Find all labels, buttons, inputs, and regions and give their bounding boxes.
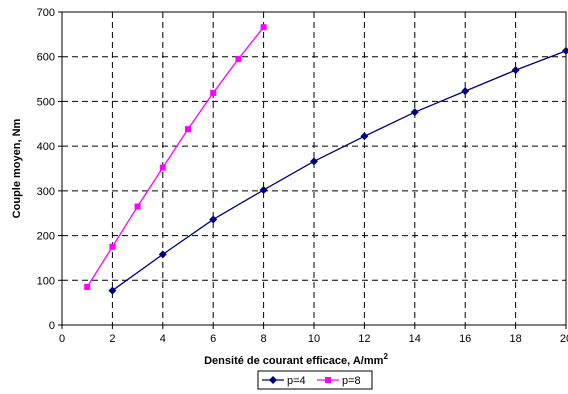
legend-marker: [325, 377, 331, 383]
plot-area: [61, 11, 567, 326]
data-point: [259, 185, 268, 194]
x-tick-label: 12: [358, 333, 370, 345]
data-point: [185, 126, 191, 133]
x-tick-label: 8: [261, 333, 267, 345]
data-point: [410, 108, 419, 117]
x-tick-label: 6: [210, 333, 216, 345]
legend-marker: [269, 376, 277, 384]
data-point: [461, 87, 470, 96]
series-line: [86, 26, 265, 288]
y-tick-label: 200: [37, 231, 55, 243]
y-tick-label: 600: [37, 52, 55, 64]
legend: p=4 p=8: [257, 370, 373, 390]
y-tick-label: 0: [49, 320, 55, 332]
x-tick-label: 16: [459, 333, 471, 345]
data-point: [84, 283, 91, 290]
data-point: [158, 250, 167, 259]
data-point: [209, 215, 218, 224]
x-tick-label: 10: [308, 333, 320, 345]
x-tick-label: 18: [509, 333, 521, 345]
legend-item: p=4: [262, 375, 306, 387]
data-point: [235, 55, 242, 62]
data-point: [109, 243, 116, 250]
grid-lines: [62, 12, 566, 325]
y-axis-title: Couple moyen, Nm: [11, 118, 23, 218]
data-point: [210, 89, 217, 96]
series-line: [112, 50, 567, 292]
legend-label: p=8: [342, 375, 361, 387]
x-axis-title-superscript: 2: [383, 352, 388, 361]
x-tick-label: 4: [160, 333, 166, 345]
x-axis-title: Densité de courant efficace, A/mm2: [204, 352, 388, 367]
data-point: [511, 66, 520, 75]
series-layer: [84, 24, 568, 295]
series-p=4: [108, 46, 568, 295]
y-axis: 0 100 200 300 400 500 600 700: [37, 7, 62, 332]
x-tick-label: 20: [560, 333, 568, 345]
data-point: [360, 132, 369, 141]
x-tick-label: 14: [409, 333, 421, 345]
y-tick-label: 700: [37, 7, 55, 19]
data-point: [562, 46, 568, 55]
data-point: [108, 286, 117, 295]
y-tick-label: 100: [37, 275, 55, 287]
x-axis: 0 2 4 6 8 10 12 14 16 18 20: [59, 325, 568, 345]
x-tick-label: 2: [109, 333, 115, 345]
data-point: [260, 24, 267, 31]
x-axis-title-main: Densité de courant efficace, A/mm: [204, 355, 384, 367]
data-point: [310, 157, 318, 166]
y-tick-label: 400: [37, 141, 55, 153]
y-tick-label: 300: [37, 186, 55, 198]
x-tick-label: 0: [59, 333, 65, 345]
legend-label: p=4: [287, 375, 306, 387]
data-point: [159, 164, 166, 171]
data-point: [134, 203, 141, 210]
legend-box: [257, 370, 373, 390]
y-tick-label: 500: [37, 96, 55, 108]
legend-item: p=8: [317, 375, 361, 387]
series-p=8: [84, 24, 267, 290]
